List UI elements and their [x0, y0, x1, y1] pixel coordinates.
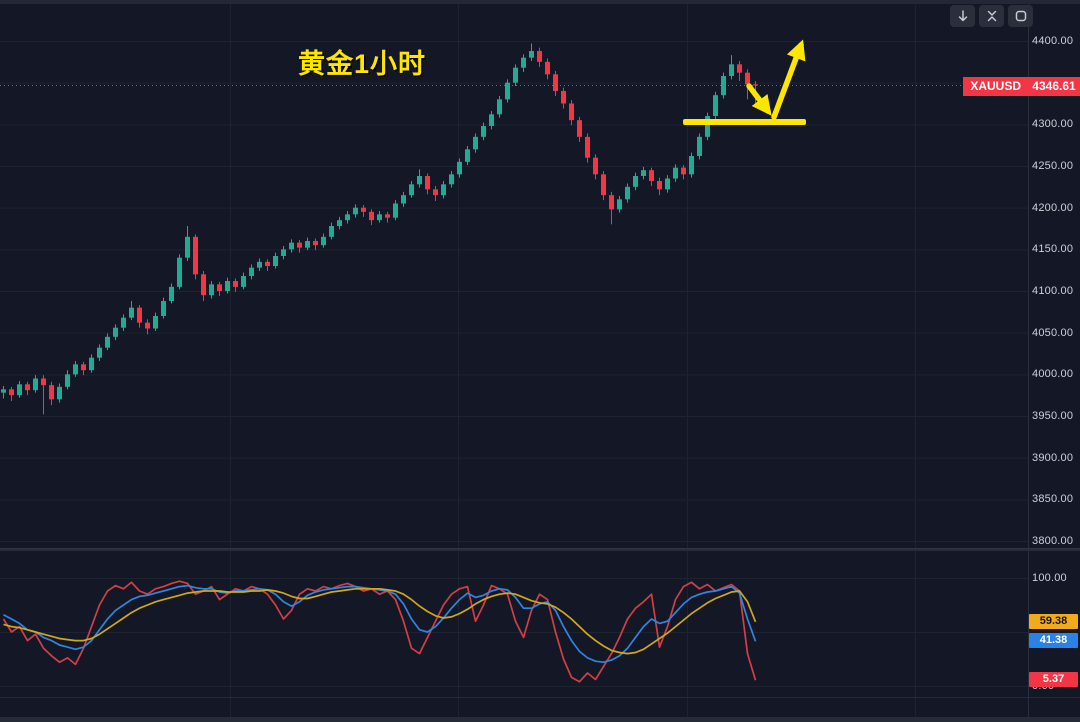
symbol-price-label: XAUUSD 4346.61: [963, 77, 1080, 96]
price-axis-tick: 3950.00: [1032, 410, 1074, 422]
scroll-to-recent-button[interactable]: [950, 5, 975, 27]
price-axis-border: [1028, 4, 1029, 717]
top-strip: [0, 0, 1080, 4]
fullscreen-icon: [1015, 10, 1026, 22]
price-axis-tick: 4150.00: [1032, 243, 1074, 256]
price-axis-tick: 3850.00: [1032, 493, 1074, 506]
price-axis-tick: 3800.00: [1032, 535, 1074, 547]
symbol-name: XAUUSD: [970, 79, 1021, 93]
fullscreen-button[interactable]: [1008, 5, 1033, 27]
pane-separator[interactable]: [0, 548, 1080, 551]
candlestick-series: [1, 43, 758, 415]
price-axis-tick: 4300.00: [1032, 118, 1074, 131]
collapse-pane-button[interactable]: [979, 5, 1004, 27]
indicator-value-label: 59.38: [1029, 613, 1078, 629]
collapse-icon: [987, 10, 996, 22]
price-axis-tick: 4100.00: [1032, 285, 1074, 297]
last-price-value: 4346.61: [1032, 79, 1076, 93]
price-axis-tick: 4050.00: [1032, 326, 1074, 339]
pane-toolbar: [950, 5, 1033, 27]
time-axis-separator: [0, 697, 1080, 698]
chart-title: 黄金1小时: [298, 49, 427, 79]
indicator-value-label: 41.38: [1029, 633, 1078, 649]
price-axis-tick: 4250.00: [1032, 160, 1074, 172]
slow-line: [3, 584, 757, 664]
price-axis-tick: 4200.00: [1032, 201, 1074, 214]
down-arrow-icon: [958, 10, 967, 22]
indicator-axis-tick: 100.00: [1032, 572, 1067, 584]
signal-line: [3, 587, 757, 655]
time-axis[interactable]: [0, 698, 1028, 717]
indicator-value-label: 5.37: [1029, 672, 1078, 688]
bottom-strip: [0, 717, 1080, 722]
fast-line: [2, 580, 757, 683]
price-axis-tick: 3900.00: [1032, 451, 1074, 464]
price-axis-tick: 4400.00: [1032, 35, 1074, 47]
price-axis-tick: 4000.00: [1032, 368, 1074, 381]
